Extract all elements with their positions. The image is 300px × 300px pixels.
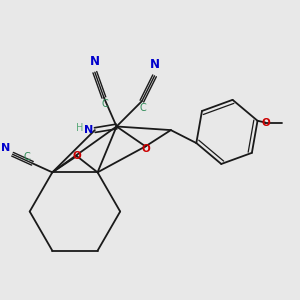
Text: N: N (90, 55, 100, 68)
Text: O: O (142, 144, 151, 154)
Text: H: H (76, 123, 83, 133)
Text: O: O (72, 151, 81, 161)
Text: C: C (102, 99, 109, 109)
Text: O: O (261, 118, 270, 128)
Text: C: C (140, 103, 147, 113)
Text: N: N (150, 58, 160, 71)
Text: N: N (84, 125, 93, 135)
Text: N: N (1, 143, 10, 153)
Text: C: C (23, 152, 30, 162)
